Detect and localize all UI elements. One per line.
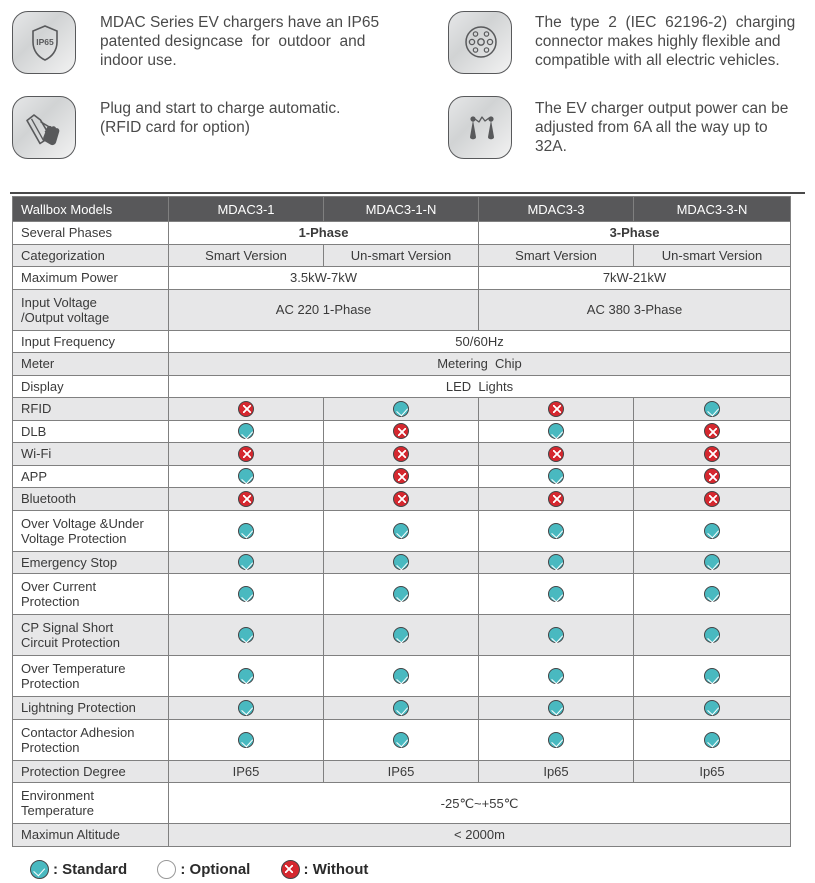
svg-text:IP65: IP65 xyxy=(36,37,54,47)
